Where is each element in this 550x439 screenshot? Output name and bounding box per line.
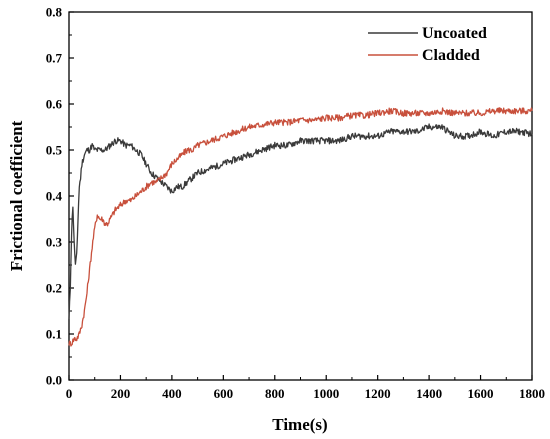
x-tick-label: 1400: [416, 386, 442, 401]
y-axis-ticks: 0.0 0.1 0.2 0.3 0.4 0.5 0.6 0.7 0.8: [46, 5, 74, 388]
y-tick-label: 0.5: [46, 143, 63, 158]
legend-label-uncoated: Uncoated: [422, 25, 487, 42]
y-tick-label: 0.2: [46, 281, 62, 296]
y-tick-label: 0.1: [46, 327, 62, 342]
x-tick-label: 400: [162, 386, 182, 401]
x-tick-label: 0: [66, 386, 73, 401]
series-line-uncoated: [68, 123, 533, 320]
series-line-cladded: [68, 107, 533, 347]
legend: Uncoated Cladded: [368, 25, 487, 64]
y-axis-title: Frictional coefficient: [7, 120, 26, 271]
y-tick-label: 0.6: [46, 97, 63, 112]
y-tick-label: 0.0: [46, 373, 62, 388]
x-tick-label: 800: [265, 386, 285, 401]
x-tick-label: 1200: [365, 386, 391, 401]
x-tick-label: 1000: [313, 386, 339, 401]
x-axis-title: Time(s): [272, 415, 327, 434]
x-tick-label: 1600: [468, 386, 494, 401]
y-tick-label: 0.7: [46, 51, 63, 66]
y-tick-label: 0.4: [46, 189, 63, 204]
x-tick-label: 600: [214, 386, 234, 401]
x-tick-label: 1800: [519, 386, 545, 401]
y-tick-label: 0.3: [46, 235, 63, 250]
x-axis-ticks: 0 200 400 600 800 1000 1200 1400 1600 1800: [66, 375, 545, 401]
series-layer: [68, 107, 533, 347]
x-tick-label: 200: [111, 386, 131, 401]
y-tick-label: 0.8: [46, 5, 63, 20]
plot-area: [68, 11, 533, 381]
legend-label-cladded: Cladded: [422, 47, 480, 64]
